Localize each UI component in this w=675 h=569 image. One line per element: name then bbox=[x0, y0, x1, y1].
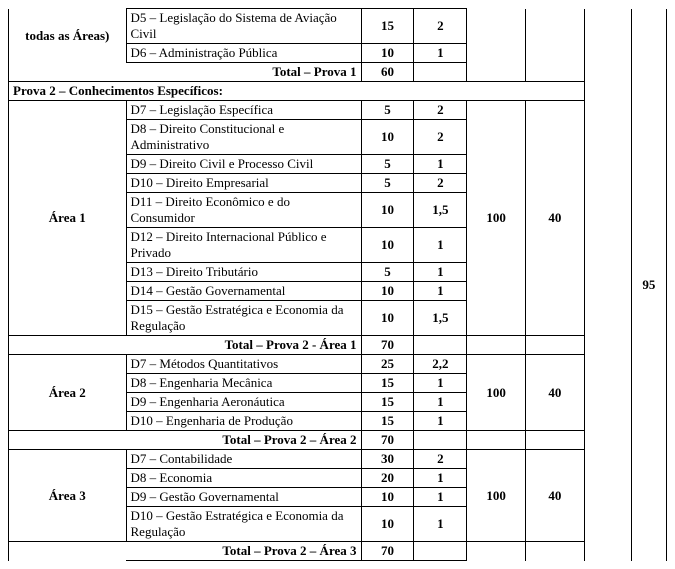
row-c1: 10 bbox=[361, 44, 414, 63]
area3-c4: 40 bbox=[526, 450, 585, 542]
row-desc: D5 – Legislação do Sistema de Aviação Ci… bbox=[126, 9, 361, 44]
n4-blank bbox=[526, 9, 585, 82]
row-c1: 5 bbox=[361, 174, 414, 193]
grand-total: 95 bbox=[631, 9, 666, 561]
exam-table: todas as Áreas) D5 – Legislação do Siste… bbox=[8, 8, 667, 561]
row-c1: 10 bbox=[361, 193, 414, 228]
area1-c3: 100 bbox=[467, 101, 526, 336]
area3-total-val: 70 bbox=[361, 542, 414, 561]
row-c1: 5 bbox=[361, 101, 414, 120]
n3-blank bbox=[467, 9, 526, 82]
row-c2: 2 bbox=[414, 174, 467, 193]
row-c2: 1,5 bbox=[414, 301, 467, 336]
row-c1: 10 bbox=[361, 282, 414, 301]
row-desc: D9 – Direito Civil e Processo Civil bbox=[126, 155, 361, 174]
row-desc: D8 – Engenharia Mecânica bbox=[126, 374, 361, 393]
area3-c3: 100 bbox=[467, 450, 526, 542]
row-c2: 1,5 bbox=[414, 193, 467, 228]
area-label-todas: todas as Áreas) bbox=[9, 9, 127, 63]
row-c2: 2 bbox=[414, 450, 467, 469]
area1-total-val: 70 bbox=[361, 336, 414, 355]
row-c2: 1 bbox=[414, 469, 467, 488]
row-desc: D6 – Administração Pública bbox=[126, 44, 361, 63]
row-c1: 20 bbox=[361, 469, 414, 488]
row-c2: 1 bbox=[414, 263, 467, 282]
total-label: Total – Prova 1 bbox=[126, 63, 361, 82]
row-c1: 10 bbox=[361, 301, 414, 336]
row-desc: D7 – Legislação Específica bbox=[126, 101, 361, 120]
row-c2: 2 bbox=[414, 9, 467, 44]
row-c2: 1 bbox=[414, 507, 467, 542]
row-c1: 5 bbox=[361, 263, 414, 282]
row-c1: 25 bbox=[361, 355, 414, 374]
row-c2: 1 bbox=[414, 282, 467, 301]
row-c1: 15 bbox=[361, 9, 414, 44]
row-desc: D9 – Engenharia Aeronáutica bbox=[126, 393, 361, 412]
row-c2: 2,2 bbox=[414, 355, 467, 374]
row-desc: D11 – Direito Econômico e do Consumidor bbox=[126, 193, 361, 228]
row-c2: 1 bbox=[414, 155, 467, 174]
area2-total-val: 70 bbox=[361, 431, 414, 450]
area2-c3: 100 bbox=[467, 355, 526, 431]
row-c1: 5 bbox=[361, 155, 414, 174]
row-desc: D7 – Contabilidade bbox=[126, 450, 361, 469]
row-desc: D10 – Engenharia de Produção bbox=[126, 412, 361, 431]
row-c2: 1 bbox=[414, 488, 467, 507]
row-desc: D15 – Gestão Estratégica e Economia da R… bbox=[126, 301, 361, 336]
area2-label: Área 2 bbox=[9, 355, 127, 431]
prova2-header: Prova 2 – Conhecimentos Específicos: bbox=[9, 82, 585, 101]
row-c2: 1 bbox=[414, 412, 467, 431]
row-desc: D10 – Direito Empresarial bbox=[126, 174, 361, 193]
area3-total-label: Total – Prova 2 – Área 3 bbox=[126, 542, 361, 561]
area2-c4: 40 bbox=[526, 355, 585, 431]
row-c2: 1 bbox=[414, 374, 467, 393]
row-c1: 15 bbox=[361, 412, 414, 431]
row-c1: 30 bbox=[361, 450, 414, 469]
row-desc: D8 – Direito Constitucional e Administra… bbox=[126, 120, 361, 155]
row-c2: 1 bbox=[414, 393, 467, 412]
area1-label: Área 1 bbox=[9, 101, 127, 336]
row-c1: 15 bbox=[361, 393, 414, 412]
row-c2: 2 bbox=[414, 120, 467, 155]
area2-total-label: Total – Prova 2 – Área 2 bbox=[126, 431, 361, 450]
row-c1: 15 bbox=[361, 374, 414, 393]
row-c1: 10 bbox=[361, 120, 414, 155]
row-desc: D14 – Gestão Governamental bbox=[126, 282, 361, 301]
row-c1: 10 bbox=[361, 488, 414, 507]
area1-total-label: Total – Prova 2 - Área 1 bbox=[126, 336, 361, 355]
total-val: 60 bbox=[361, 63, 414, 82]
row-c1: 10 bbox=[361, 507, 414, 542]
row-c2: 1 bbox=[414, 44, 467, 63]
row-desc: D12 – Direito Internacional Público e Pr… bbox=[126, 228, 361, 263]
row-c2: 1 bbox=[414, 228, 467, 263]
row-desc: D13 – Direito Tributário bbox=[126, 263, 361, 282]
row-c1: 10 bbox=[361, 228, 414, 263]
area1-c4: 40 bbox=[526, 101, 585, 336]
spacer bbox=[584, 9, 631, 561]
row-desc: D7 – Métodos Quantitativos bbox=[126, 355, 361, 374]
area3-label: Área 3 bbox=[9, 450, 127, 542]
row-desc: D9 – Gestão Governamental bbox=[126, 488, 361, 507]
row-c2: 2 bbox=[414, 101, 467, 120]
row-desc: D10 – Gestão Estratégica e Economia da R… bbox=[126, 507, 361, 542]
row-desc: D8 – Economia bbox=[126, 469, 361, 488]
